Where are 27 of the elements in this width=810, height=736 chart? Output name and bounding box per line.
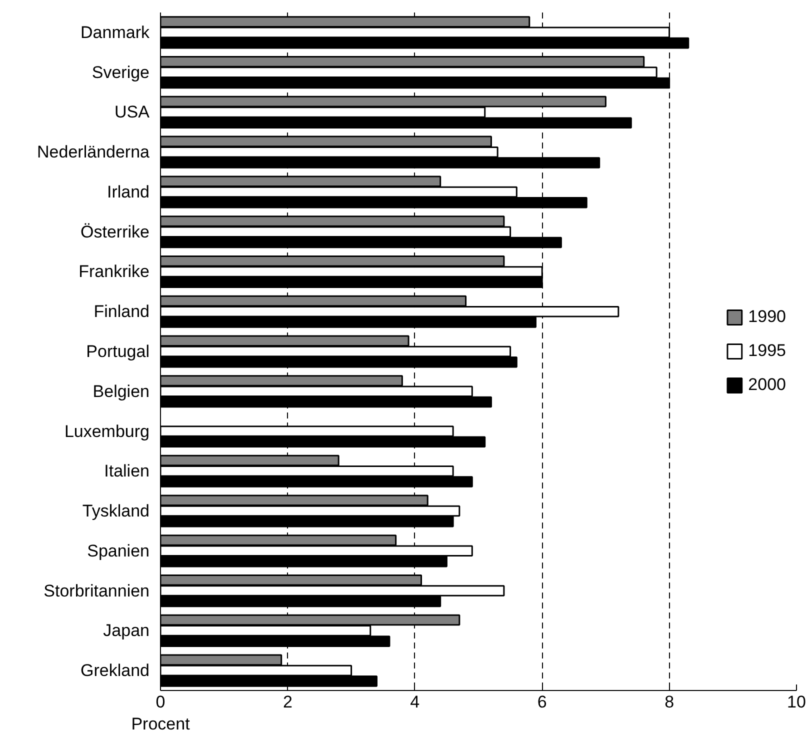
y-tick-label: USA bbox=[114, 102, 150, 122]
x-tick-label: 10 bbox=[787, 692, 806, 712]
y-tick-label: Luxemburg bbox=[64, 422, 150, 441]
x-axis-title: Procent bbox=[131, 714, 190, 734]
x-tick-label: 0 bbox=[156, 692, 166, 712]
y-tick-label: Sverige bbox=[92, 62, 150, 82]
y-tick-label: Nederländerna bbox=[37, 142, 150, 162]
y-tick-label: Portugal bbox=[86, 342, 150, 361]
y-tick-label: Frankrike bbox=[78, 262, 150, 282]
y-tick-label: Österrike bbox=[80, 222, 150, 242]
legend-label: 2000 bbox=[748, 375, 786, 395]
y-tick-label: Danmark bbox=[80, 22, 150, 42]
y-tick-label: Grekland bbox=[80, 661, 150, 680]
y-tick-label: Spanien bbox=[87, 541, 150, 560]
y-tick-label: Tyskland bbox=[82, 502, 150, 521]
x-tick-label: 4 bbox=[410, 692, 420, 712]
y-tick-label: Irland bbox=[106, 182, 150, 202]
y-tick-label: Storbritannien bbox=[44, 581, 150, 600]
y-tick-label: Finland bbox=[94, 302, 150, 322]
legend-label: 1995 bbox=[748, 341, 786, 361]
x-tick-label: 6 bbox=[537, 692, 547, 712]
legend-label: 1990 bbox=[748, 307, 786, 327]
y-tick-label: Belgien bbox=[92, 382, 150, 401]
y-tick-label: Italien bbox=[104, 462, 150, 481]
x-tick-label: 2 bbox=[282, 692, 292, 712]
y-tick-label: Japan bbox=[103, 621, 150, 640]
x-tick-label: 8 bbox=[664, 692, 674, 712]
